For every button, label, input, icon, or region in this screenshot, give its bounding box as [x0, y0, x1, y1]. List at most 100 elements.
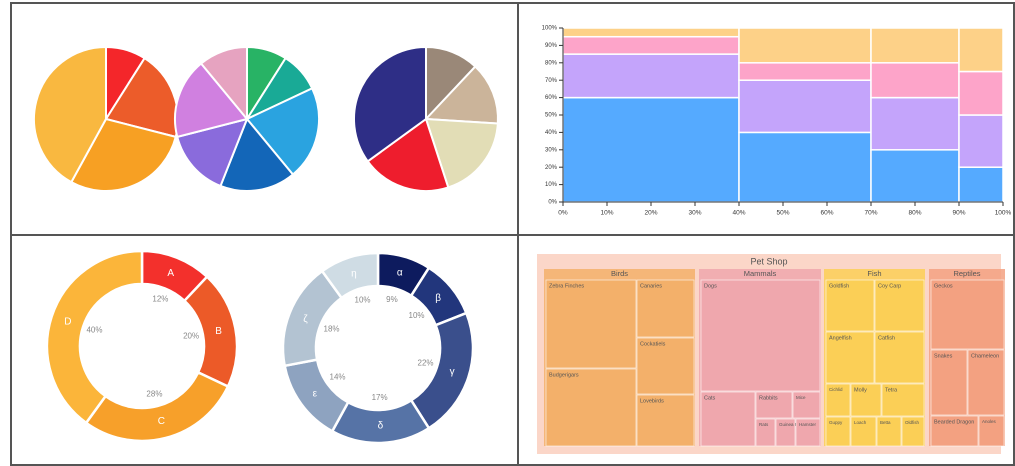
donut-2-slice-7: [320, 251, 380, 300]
treemap-cell: [850, 416, 877, 447]
treemap-group-fish: Fish Goldfish Coy Carp Angelfish Catfish Cich…: [824, 269, 925, 447]
treemap-cell: [825, 383, 851, 417]
treemap-cell-label: Canaries: [640, 283, 662, 289]
mekko-x-tick-label: 40%: [732, 210, 745, 217]
marimekko-chart-svg: 0% 10% 20% 30% 40% 50% 60% 70% 80% 90% 100% 0% 10% 20…: [542, 26, 1012, 217]
pie-chart-3: [353, 45, 499, 192]
pie-chart-2: [174, 45, 320, 192]
treemap-cell: [825, 279, 875, 332]
treemap-cell-label: Angelfish: [829, 335, 852, 341]
pie-2-slice-6: [174, 62, 249, 139]
mekko-y-tick-label: 90%: [545, 43, 558, 49]
treemap-cell-label: Guppy: [829, 420, 843, 425]
mekko-x-tick-label: 20%: [644, 210, 657, 217]
treemap-cell-label: Rabbits: [759, 395, 778, 401]
mekko-col-1-seg-4: [562, 27, 740, 38]
treemap-cell: [850, 383, 882, 417]
mekko-col-4-seg-3: [958, 70, 1004, 116]
treemap-cell: [978, 415, 1005, 447]
donut-slice-label: η: [351, 268, 357, 279]
marimekko-panel: 0% 10% 20% 30% 40% 50% 60% 70% 80% 90% 100% 0% 10% 20…: [517, 2, 1015, 236]
treemap-cell-label: Loach: [854, 420, 867, 425]
treemap-cell-label: Coy Carp: [878, 283, 901, 289]
treemap-cell: [876, 416, 902, 447]
pie-3-slice-2: [423, 65, 499, 125]
treemap-cell: [545, 368, 637, 447]
donut-slice-percent: 22%: [418, 359, 434, 368]
mekko-x-tick-label: 0%: [558, 210, 568, 217]
mekko-col-4-seg-4: [958, 27, 1004, 73]
pie-3-slice-4: [366, 117, 450, 192]
treemap-cell-label: Rats: [759, 422, 769, 427]
mekko-x-tick-label: 50%: [776, 210, 789, 217]
treemap-cell-label: Lovebirds: [640, 398, 664, 404]
donut-slice-percent: 14%: [330, 372, 346, 381]
treemap-cell-label: Oldfish: [905, 420, 920, 425]
treemap-cell: [755, 391, 793, 419]
pie-2-slice-4: [219, 117, 295, 192]
mekko-y-tick-label: 0%: [548, 200, 557, 206]
donut-slice-label: ε: [313, 388, 318, 399]
mekko-y-tick-label: 100%: [542, 26, 558, 32]
mekko-x-tick-label: 70%: [864, 210, 877, 217]
donut-slice-percent: 12%: [152, 295, 168, 304]
mekko-x-tick-label: 10%: [600, 210, 613, 217]
donut-slice-label: β: [435, 293, 441, 304]
left-margin: [0, 0, 10, 466]
treemap-cell: [930, 349, 968, 416]
mekko-y-tick-label: 20%: [545, 165, 558, 171]
donut-slice-label: δ: [378, 421, 384, 432]
donut-slice-percent: 18%: [324, 325, 340, 334]
treemap-cell-label: Dogs: [704, 283, 717, 289]
donut-slice-label: α: [397, 268, 403, 279]
treemap-cell: [967, 349, 1005, 416]
mekko-y-tick-label: 50%: [545, 113, 558, 119]
pie-charts-panel: [10, 2, 519, 236]
treemap-cell: [825, 416, 851, 447]
treemap-cell: [792, 391, 821, 419]
donut-slice-label: D: [64, 317, 71, 328]
treemap-cell-label: Molly: [854, 387, 867, 393]
donut-slice-percent: 9%: [386, 295, 398, 304]
treemap-group-label: Mammals: [744, 269, 777, 278]
pie-3-slice-5: [353, 45, 427, 163]
treemap-cell-label: Cockatiels: [640, 341, 666, 347]
treemap-group-label: Birds: [611, 269, 628, 278]
treemap-cell: [636, 279, 695, 338]
treemap-cell: [874, 279, 925, 332]
treemap-cell-label: Chameleon: [971, 353, 999, 359]
treemap-cell-label: Hamster: [799, 422, 817, 427]
donut-slice-label: γ: [450, 367, 455, 378]
treemap-group-birds: Birds Zebra Finches Canaries Cockatiels Budg…: [544, 269, 695, 447]
treemap-cell: [930, 279, 1005, 350]
treemap-cell: [825, 331, 875, 384]
mekko-col-2-seg-4: [738, 27, 872, 64]
treemap-cell: [700, 391, 756, 447]
pie-2-slice-5: [176, 117, 249, 188]
treemap-chart-svg: Pet Shop Birds Zebra Finches Canaries Cockat…: [537, 254, 1005, 454]
mekko-col-2-seg-1: [738, 131, 872, 203]
treemap-cell-label: Geckos: [934, 283, 953, 289]
treemap-cell-label: Mice: [796, 395, 806, 400]
mekko-col-1-seg-1: [562, 96, 740, 203]
treemap-cell: [700, 279, 821, 392]
mekko-col-1-seg-3: [562, 35, 740, 55]
mekko-col-3-seg-1: [870, 149, 960, 203]
treemap-cell-label: Cichlid: [829, 387, 843, 392]
pie-2-slice-7: [199, 45, 248, 122]
treemap-cell: [775, 418, 796, 447]
treemap-cell-label: Snakes: [934, 353, 953, 359]
treemap-cell-label: Goldfish: [829, 283, 849, 289]
treemap-cell: [874, 331, 925, 384]
mekko-y-tick-label: 60%: [545, 95, 558, 101]
mekko-col-3-seg-4: [870, 27, 960, 64]
treemap-cell: [545, 279, 637, 369]
mekko-col-2-seg-2: [738, 79, 872, 134]
treemap-group-label: Fish: [867, 269, 881, 278]
treemap-cell-label: Budgerigars: [549, 372, 579, 378]
donut-slice-percent: 17%: [372, 393, 388, 402]
mekko-y-tick-label: 10%: [545, 182, 558, 188]
mekko-col-2-seg-3: [738, 62, 872, 81]
pie-3-slice-3: [424, 117, 499, 189]
